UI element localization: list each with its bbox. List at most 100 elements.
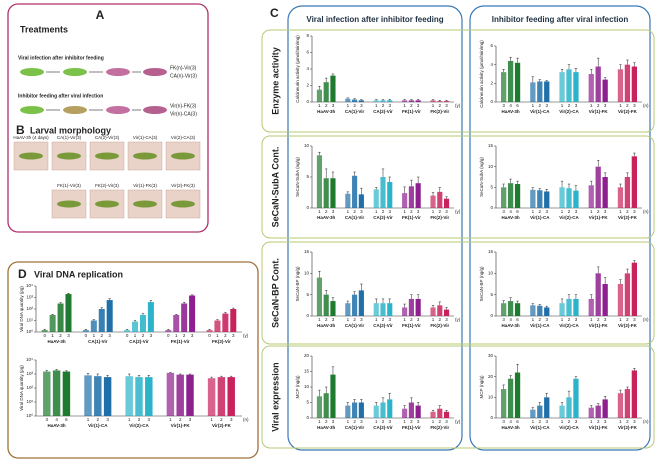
group-label: CA(1)-Vir bbox=[345, 109, 365, 114]
x-unit-label: (n) bbox=[643, 209, 649, 214]
x-tick-label: 1 bbox=[619, 419, 622, 424]
larvae-row bbox=[20, 68, 167, 76]
x-tick-label: 3 bbox=[191, 333, 194, 338]
bar bbox=[559, 187, 565, 208]
error-bar bbox=[574, 294, 578, 299]
x-tick-label: 2 bbox=[626, 103, 629, 108]
y-axis-label: Viral DNA quantity (pg) bbox=[19, 365, 24, 411]
error-bar bbox=[531, 76, 535, 83]
group-label: Vir(1)-CA bbox=[530, 323, 550, 328]
panel-title: Treatments bbox=[20, 24, 68, 34]
group-label: Vir(2)-FK bbox=[618, 215, 638, 220]
row-label: Viral expression bbox=[270, 362, 280, 431]
y-axis-label: SeCaN-SubA (ng/g) bbox=[295, 157, 300, 197]
y-axis-label: SeCaN-BP (ng/g) bbox=[479, 266, 484, 301]
treatment-code: CA(n)-Vir(3) bbox=[170, 73, 197, 79]
column-header: Inhibitor feeding after viral infection bbox=[492, 15, 629, 24]
bar bbox=[345, 405, 351, 418]
bar bbox=[402, 307, 408, 316]
panel-letter: C bbox=[270, 6, 279, 20]
x-tick-label: 2 bbox=[410, 103, 413, 108]
error-bar bbox=[445, 307, 448, 310]
error-bar bbox=[590, 405, 593, 408]
bar bbox=[573, 378, 579, 418]
error-bar bbox=[603, 172, 607, 177]
error-bar bbox=[567, 294, 571, 299]
x-tick-label: 1 bbox=[169, 417, 172, 422]
error-bar bbox=[318, 86, 321, 90]
x-tick-label: 3 bbox=[575, 419, 578, 424]
x-tick-label: 0 bbox=[85, 333, 88, 338]
error-bar bbox=[232, 307, 235, 309]
bar bbox=[617, 284, 624, 316]
bar bbox=[135, 377, 143, 416]
error-bar bbox=[633, 62, 636, 67]
larva bbox=[95, 200, 119, 208]
photo-label: FK(2)-Vir(3) bbox=[95, 183, 119, 188]
error-bar bbox=[208, 329, 211, 330]
error-bar bbox=[403, 303, 406, 308]
y-tick-label: 5 bbox=[306, 400, 309, 405]
y-axis-label: MCP (ng/g) bbox=[295, 375, 300, 398]
group-label: Vir(2)-CA bbox=[559, 215, 579, 220]
x-tick-label: 2 bbox=[568, 419, 571, 424]
group-label: Vir(1)-FK bbox=[589, 323, 609, 328]
group-label: Vir(2)-FK bbox=[618, 109, 638, 114]
bar bbox=[345, 193, 351, 208]
group-label: CA(1)-Vir bbox=[345, 425, 365, 430]
error-bar bbox=[410, 294, 413, 299]
x-tick-label: 1 bbox=[432, 419, 435, 424]
group-label: Vir(2)-CA bbox=[559, 109, 579, 114]
x-tick-label: 0 bbox=[167, 333, 170, 338]
x-tick-label: 3 bbox=[389, 209, 392, 214]
error-bar bbox=[175, 313, 178, 316]
bar bbox=[437, 408, 443, 418]
y-tick-label: 0 bbox=[306, 99, 309, 104]
bar bbox=[402, 100, 408, 102]
y-tick-label: 0 bbox=[490, 99, 493, 104]
treatment-label: Inhibitor feeding after viral infection bbox=[18, 93, 103, 99]
error-bar bbox=[331, 366, 335, 375]
x-tick-label: 1 bbox=[561, 103, 564, 108]
y-tick-label: 5 bbox=[306, 292, 309, 297]
bar bbox=[52, 370, 61, 416]
error-bar bbox=[318, 151, 321, 156]
error-bar bbox=[545, 189, 548, 192]
bar bbox=[602, 284, 608, 316]
bar bbox=[206, 329, 213, 332]
row-label: SeCaN-SubA Cont. bbox=[270, 147, 280, 228]
y-axis-label: MCP (ng/g) bbox=[479, 375, 484, 398]
group-label: CA(1)-Vir bbox=[345, 215, 365, 220]
error-bar bbox=[567, 183, 571, 189]
bar bbox=[415, 405, 421, 418]
x-tick-label: 3 bbox=[502, 317, 505, 322]
larva bbox=[171, 200, 195, 208]
larva bbox=[95, 152, 119, 160]
x-tick-label: 2 bbox=[382, 209, 385, 214]
x-tick-label: 3 bbox=[502, 419, 505, 424]
group-label: CA(1)-Vir bbox=[88, 339, 108, 344]
bar bbox=[345, 98, 351, 102]
x-tick-label: 2 bbox=[539, 419, 542, 424]
x-tick-label: 2 bbox=[353, 103, 356, 108]
x-tick-label: 3 bbox=[575, 103, 578, 108]
bar bbox=[49, 315, 56, 332]
x-tick-label: 2 bbox=[382, 419, 385, 424]
bar bbox=[94, 376, 102, 416]
group-label: HaAV-3h bbox=[48, 339, 66, 344]
error-bar bbox=[431, 99, 435, 101]
bar bbox=[595, 405, 601, 418]
group-label: FK(1)-Vir bbox=[402, 323, 421, 328]
group-label: FK(2)-Vir bbox=[430, 109, 449, 114]
group-label: HaAV-3h bbox=[502, 425, 520, 430]
x-tick-label: 2 bbox=[597, 103, 600, 108]
y-tick-label: 10⁴ bbox=[26, 357, 33, 362]
bar bbox=[443, 309, 450, 316]
bar bbox=[166, 372, 175, 416]
group-label: CA(2)-Vir bbox=[129, 339, 149, 344]
x-tick-label: 3 bbox=[148, 417, 151, 422]
x-tick-label: 3 bbox=[445, 209, 448, 214]
x-tick-label: 2 bbox=[353, 209, 356, 214]
x-tick-label: 1 bbox=[532, 209, 535, 214]
x-tick-label: 3 bbox=[633, 209, 636, 214]
